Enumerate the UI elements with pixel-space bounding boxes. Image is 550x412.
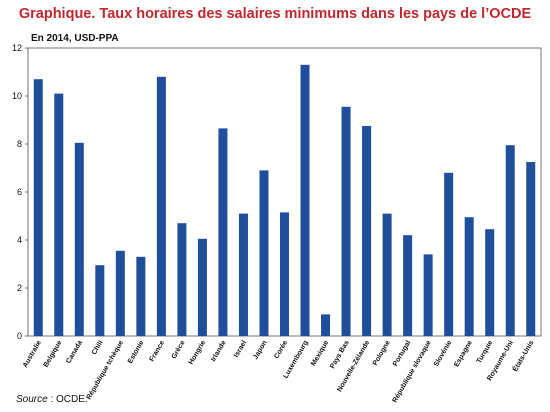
bar xyxy=(259,170,269,336)
x-category-label: Canada xyxy=(65,339,84,364)
bar xyxy=(95,265,105,336)
bar xyxy=(136,256,146,336)
bar xyxy=(74,142,84,336)
bar xyxy=(115,250,125,336)
x-category-label: Grèce xyxy=(171,339,187,360)
source-label: Source xyxy=(16,394,48,405)
bar xyxy=(238,213,248,336)
y-tick-label: 10 xyxy=(12,91,22,101)
bar xyxy=(280,212,289,336)
bar xyxy=(464,217,474,336)
x-category-label: Belgique xyxy=(43,339,64,368)
x-category-label: République tchèque xyxy=(86,339,126,401)
bar xyxy=(505,145,515,336)
x-category-label: Israel xyxy=(233,339,248,358)
x-category-label: Corée xyxy=(273,339,289,360)
bar xyxy=(177,223,187,336)
y-tick-label: 6 xyxy=(17,187,22,197)
bar xyxy=(300,64,310,337)
x-category-label: Slovénie xyxy=(433,339,454,368)
x-category-label: France xyxy=(149,339,167,362)
bar xyxy=(382,213,392,336)
y-tick-label: 0 xyxy=(17,331,22,341)
chart-subtitle: En 2014, USD-PPA xyxy=(31,33,119,44)
source-text: : OCDE. xyxy=(47,394,88,405)
bar xyxy=(156,76,166,337)
bar xyxy=(197,238,207,336)
bar xyxy=(403,235,413,336)
x-category-label: Irlande xyxy=(210,339,228,362)
x-category-label: Pologne xyxy=(372,339,392,367)
bar xyxy=(54,93,64,336)
x-category-label: République slovaque xyxy=(392,339,433,404)
bar xyxy=(485,229,495,336)
bar xyxy=(423,254,433,336)
x-category-label: Japon xyxy=(252,340,268,361)
x-category-label: Espagne xyxy=(453,339,474,368)
x-category-label: Estonie xyxy=(127,339,146,364)
x-category-label: Chili xyxy=(91,339,105,356)
x-category-label: Hongrie xyxy=(188,339,207,365)
bar xyxy=(362,126,372,336)
bar xyxy=(33,79,43,336)
x-category-label: Turquie xyxy=(476,339,495,364)
y-tick-label: 8 xyxy=(17,139,22,149)
bar xyxy=(341,106,351,336)
y-tick-label: 4 xyxy=(17,235,22,245)
x-category-label: Mexique xyxy=(310,339,330,367)
chart-title: Graphique. Taux horaires des salaires mi… xyxy=(18,6,532,22)
source-note: Source : OCDE. xyxy=(16,394,88,405)
x-category-label: Pays Bas xyxy=(329,339,351,370)
x-category-label: Portugal xyxy=(392,339,412,367)
bar xyxy=(218,128,228,336)
bar xyxy=(444,172,454,336)
y-tick-label: 12 xyxy=(12,43,22,53)
x-category-label: Australie xyxy=(22,339,43,369)
bar xyxy=(321,314,331,336)
bar xyxy=(526,162,536,336)
y-tick-label: 2 xyxy=(17,283,22,293)
